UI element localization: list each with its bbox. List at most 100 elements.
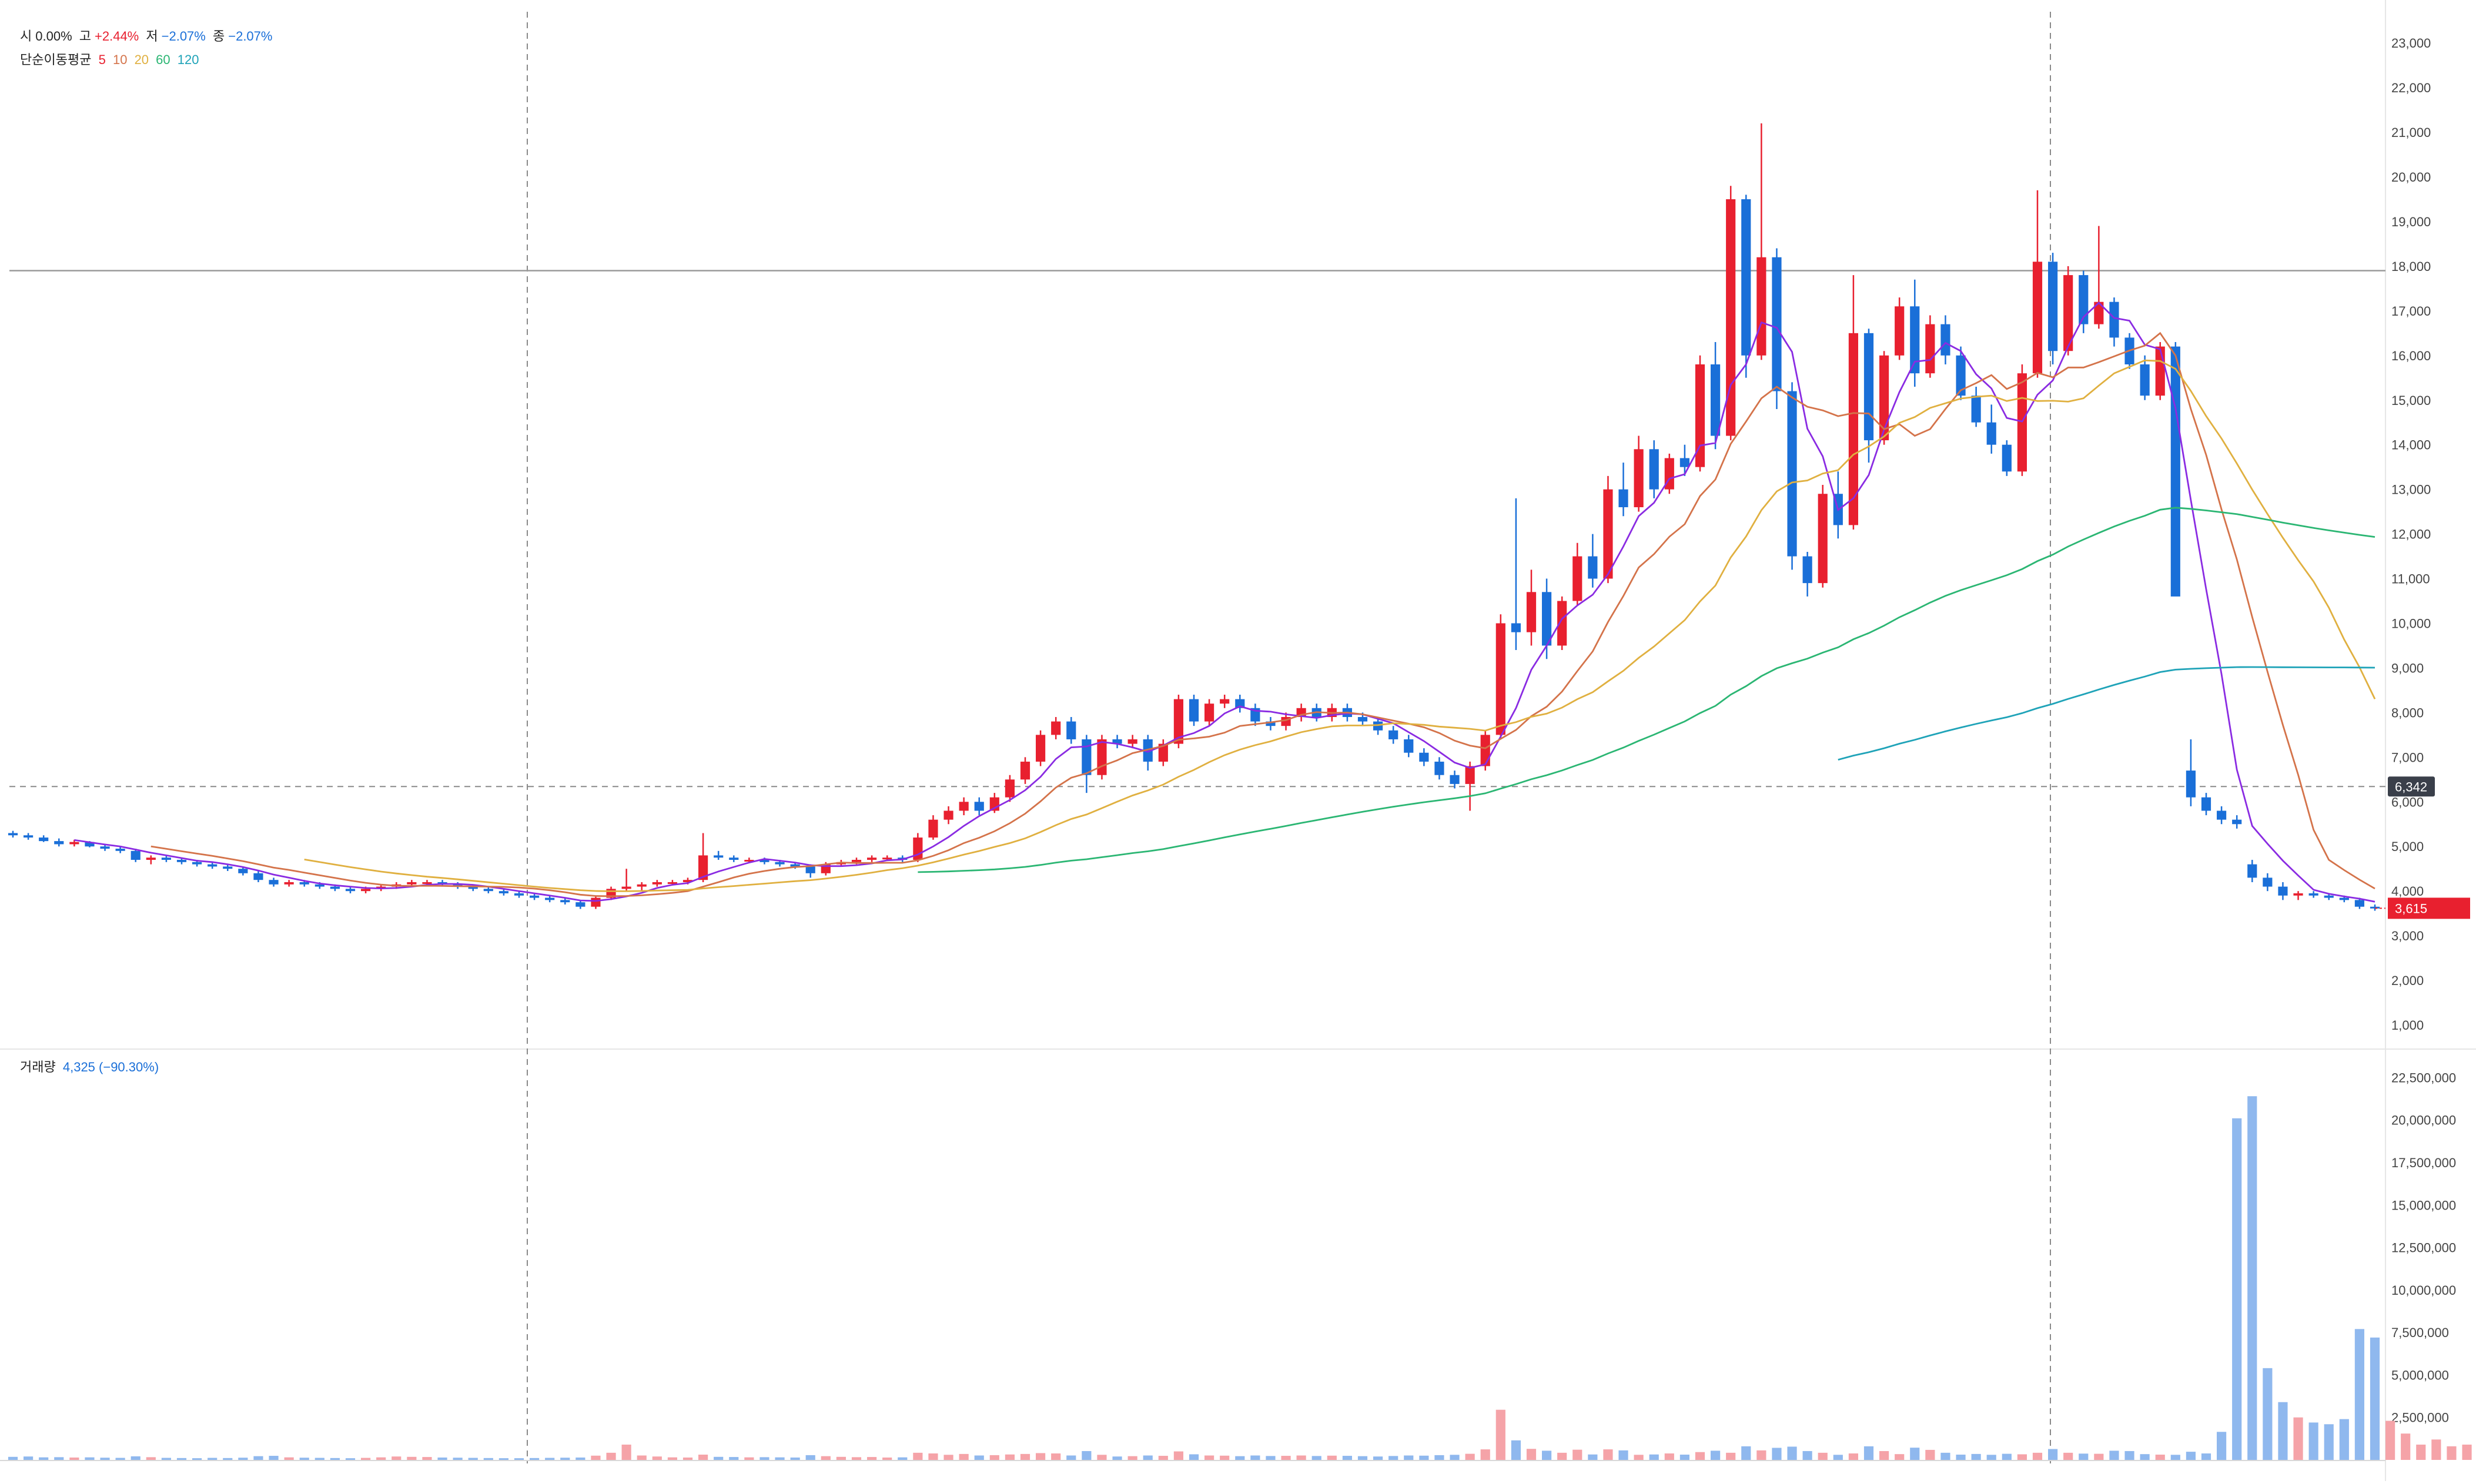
candle-body [1772, 257, 1782, 391]
volume-bar [1082, 1450, 1092, 1460]
volume-bar [943, 1455, 953, 1460]
candle-body [176, 860, 187, 862]
volume-bar [2385, 1421, 2395, 1460]
volume-bar [744, 1457, 754, 1460]
volume-bar [1250, 1455, 1260, 1460]
candle-body [1204, 704, 1214, 722]
ma-period-60: 60 [156, 52, 170, 67]
volume-bar [330, 1458, 340, 1460]
volume-bar [974, 1455, 984, 1460]
volume-bar [1051, 1453, 1061, 1460]
candle-body [1741, 199, 1751, 356]
volume-bar [2032, 1452, 2043, 1460]
volume-bar [1956, 1455, 1966, 1460]
volume-bar [1940, 1452, 1950, 1460]
ma5-line [74, 302, 2375, 903]
price-tick-label: 21,000 [2391, 125, 2431, 140]
volume-bar [407, 1456, 417, 1460]
volume-bar [2370, 1337, 2380, 1460]
ma60-line [918, 507, 2375, 873]
volume-bar [2293, 1417, 2303, 1460]
candle-body [2232, 819, 2242, 825]
price-tick-label: 9,000 [2391, 661, 2424, 675]
candle-body [759, 860, 769, 862]
price-tick-label: 6,000 [2391, 795, 2424, 809]
open-value: 0.00% [35, 29, 72, 43]
volume-bar [1895, 1454, 1905, 1460]
candle-body [1051, 721, 1061, 735]
ma-legend[interactable]: 단순이동평균 5 10 20 60 120 [20, 49, 203, 68]
candle-body [2278, 886, 2288, 896]
volume-bar [1818, 1452, 1828, 1460]
volume-bar [2247, 1096, 2257, 1460]
candle-body [1940, 324, 1950, 356]
price-tick-label: 22,000 [2391, 81, 2431, 95]
candle-body [2186, 771, 2196, 798]
candle-body [407, 882, 417, 885]
last-price-tag [2388, 897, 2470, 919]
volume-bar [1925, 1449, 1935, 1460]
candle-body [621, 886, 631, 889]
volume-bar [1235, 1456, 1245, 1460]
volume-bar [1388, 1456, 1398, 1460]
volume-bar [2263, 1368, 2273, 1460]
volume-bar [1266, 1456, 1276, 1460]
volume-bar [85, 1457, 95, 1460]
candle-body [530, 895, 540, 898]
candle-body [545, 897, 555, 900]
volume-bar [1679, 1455, 1689, 1460]
candle-body [2354, 900, 2364, 907]
low-label: 저 [146, 29, 158, 43]
candle-body [223, 866, 233, 869]
candle-body [1726, 199, 1736, 436]
volume-bar [1787, 1446, 1797, 1460]
volume-bar [437, 1457, 447, 1460]
volume-bar [1879, 1450, 1889, 1460]
volume-tick-label: 7,500,000 [2391, 1325, 2449, 1340]
volume-bar [1281, 1456, 1291, 1460]
candle-body [667, 882, 677, 884]
volume-bar [392, 1456, 401, 1460]
price-tick-label: 10,000 [2391, 616, 2431, 631]
ma-period-20: 20 [134, 52, 149, 67]
volume-legend: 거래량 4,325 (−90.30%) [20, 1057, 162, 1076]
candle-body [591, 897, 601, 907]
volume-bar [2324, 1424, 2334, 1460]
volume-bar [1863, 1446, 1874, 1460]
volume-bar [959, 1453, 969, 1460]
candle-body [805, 866, 815, 873]
volume-bar [1357, 1456, 1368, 1460]
candle-body [1404, 739, 1414, 753]
candle-body [1971, 396, 1981, 423]
volume-bar [345, 1458, 356, 1460]
volume-bar [253, 1456, 263, 1460]
volume-bar [652, 1456, 662, 1460]
volume-tick-label: 12,500,000 [2391, 1241, 2456, 1255]
volume-bar [821, 1456, 831, 1460]
candle-body [1526, 592, 1537, 632]
volume-bar [2048, 1449, 2058, 1460]
volume-bar [2002, 1453, 2012, 1460]
volume-bar [1542, 1450, 1552, 1460]
volume-bar [1480, 1449, 1490, 1460]
volume-bar [805, 1455, 815, 1460]
volume-bar [314, 1458, 324, 1460]
volume-bar [698, 1455, 708, 1460]
volume-bar [1450, 1455, 1460, 1460]
volume-bar [1158, 1456, 1168, 1460]
candle-body [1112, 739, 1122, 744]
volume-bar [1143, 1455, 1153, 1460]
candle-body [1695, 364, 1705, 467]
open-label: 시 [20, 29, 32, 43]
volume-bar [1066, 1455, 1076, 1460]
volume-bar [1756, 1450, 1766, 1460]
price-tick-label: 12,000 [2391, 527, 2431, 542]
volume-bar [39, 1457, 49, 1460]
price-tick-label: 14,000 [2391, 438, 2431, 453]
volume-bar [729, 1457, 739, 1460]
volume-bar [682, 1457, 693, 1460]
price-tick-label: 16,000 [2391, 349, 2431, 363]
candle-body [943, 810, 953, 820]
